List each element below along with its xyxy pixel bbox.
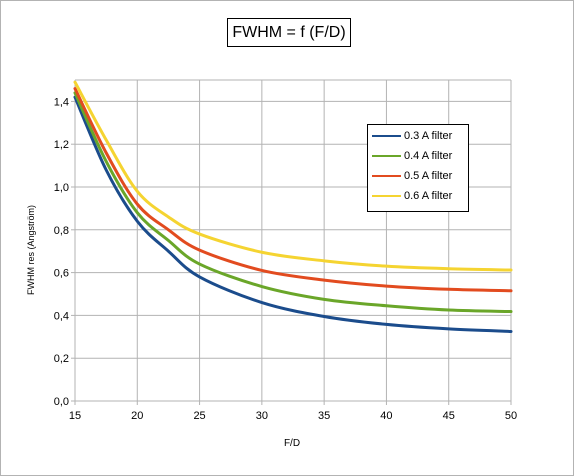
y-tick-label: 1,4 — [54, 96, 69, 108]
y-tick-label: 0,4 — [54, 310, 69, 322]
legend-item: 0.6 A filter — [372, 187, 452, 205]
chart-legend: 0.3 A filter 0.4 A filter 0.5 A filter 0… — [367, 124, 469, 212]
y-tick-label: 0,2 — [54, 353, 69, 365]
legend-item: 0.4 A filter — [372, 147, 452, 165]
legend-swatch — [372, 155, 401, 158]
x-tick-label: 50 — [505, 410, 517, 422]
y-tick-label: 1,0 — [54, 182, 69, 194]
x-tick-label: 15 — [69, 410, 81, 422]
legend-item: 0.5 A filter — [372, 167, 452, 185]
x-tick-label: 45 — [443, 410, 455, 422]
y-tick-label: 0,0 — [54, 396, 69, 408]
y-tick-label: 1,2 — [54, 139, 69, 151]
x-axis-label: F/D — [283, 438, 301, 449]
legend-label: 0.3 A filter — [404, 130, 453, 142]
series-line — [73, 80, 513, 272]
legend-item: 0.3 A filter — [372, 127, 452, 145]
legend-label: 0.4 A filter — [404, 150, 453, 162]
y-axis-label: FWHM res (Angström) — [26, 205, 36, 295]
x-tick-label: 40 — [380, 410, 392, 422]
series-line — [73, 91, 513, 314]
series-line — [73, 95, 513, 333]
x-tick-label: 25 — [193, 410, 205, 422]
legend-swatch — [372, 135, 401, 138]
y-tick-label: 0,8 — [54, 225, 69, 237]
chart-title: FWHM = f (F/D) — [227, 18, 351, 47]
legend-swatch — [372, 195, 401, 198]
x-tick-label: 20 — [131, 410, 143, 422]
legend-label: 0.5 A filter — [404, 170, 453, 182]
x-tick-label: 35 — [318, 410, 330, 422]
legend-label: 0.6 A filter — [404, 190, 453, 202]
legend-swatch — [372, 175, 401, 178]
x-tick-label: 30 — [256, 410, 268, 422]
series-line — [73, 87, 513, 293]
y-tick-label: 0,6 — [54, 268, 69, 280]
